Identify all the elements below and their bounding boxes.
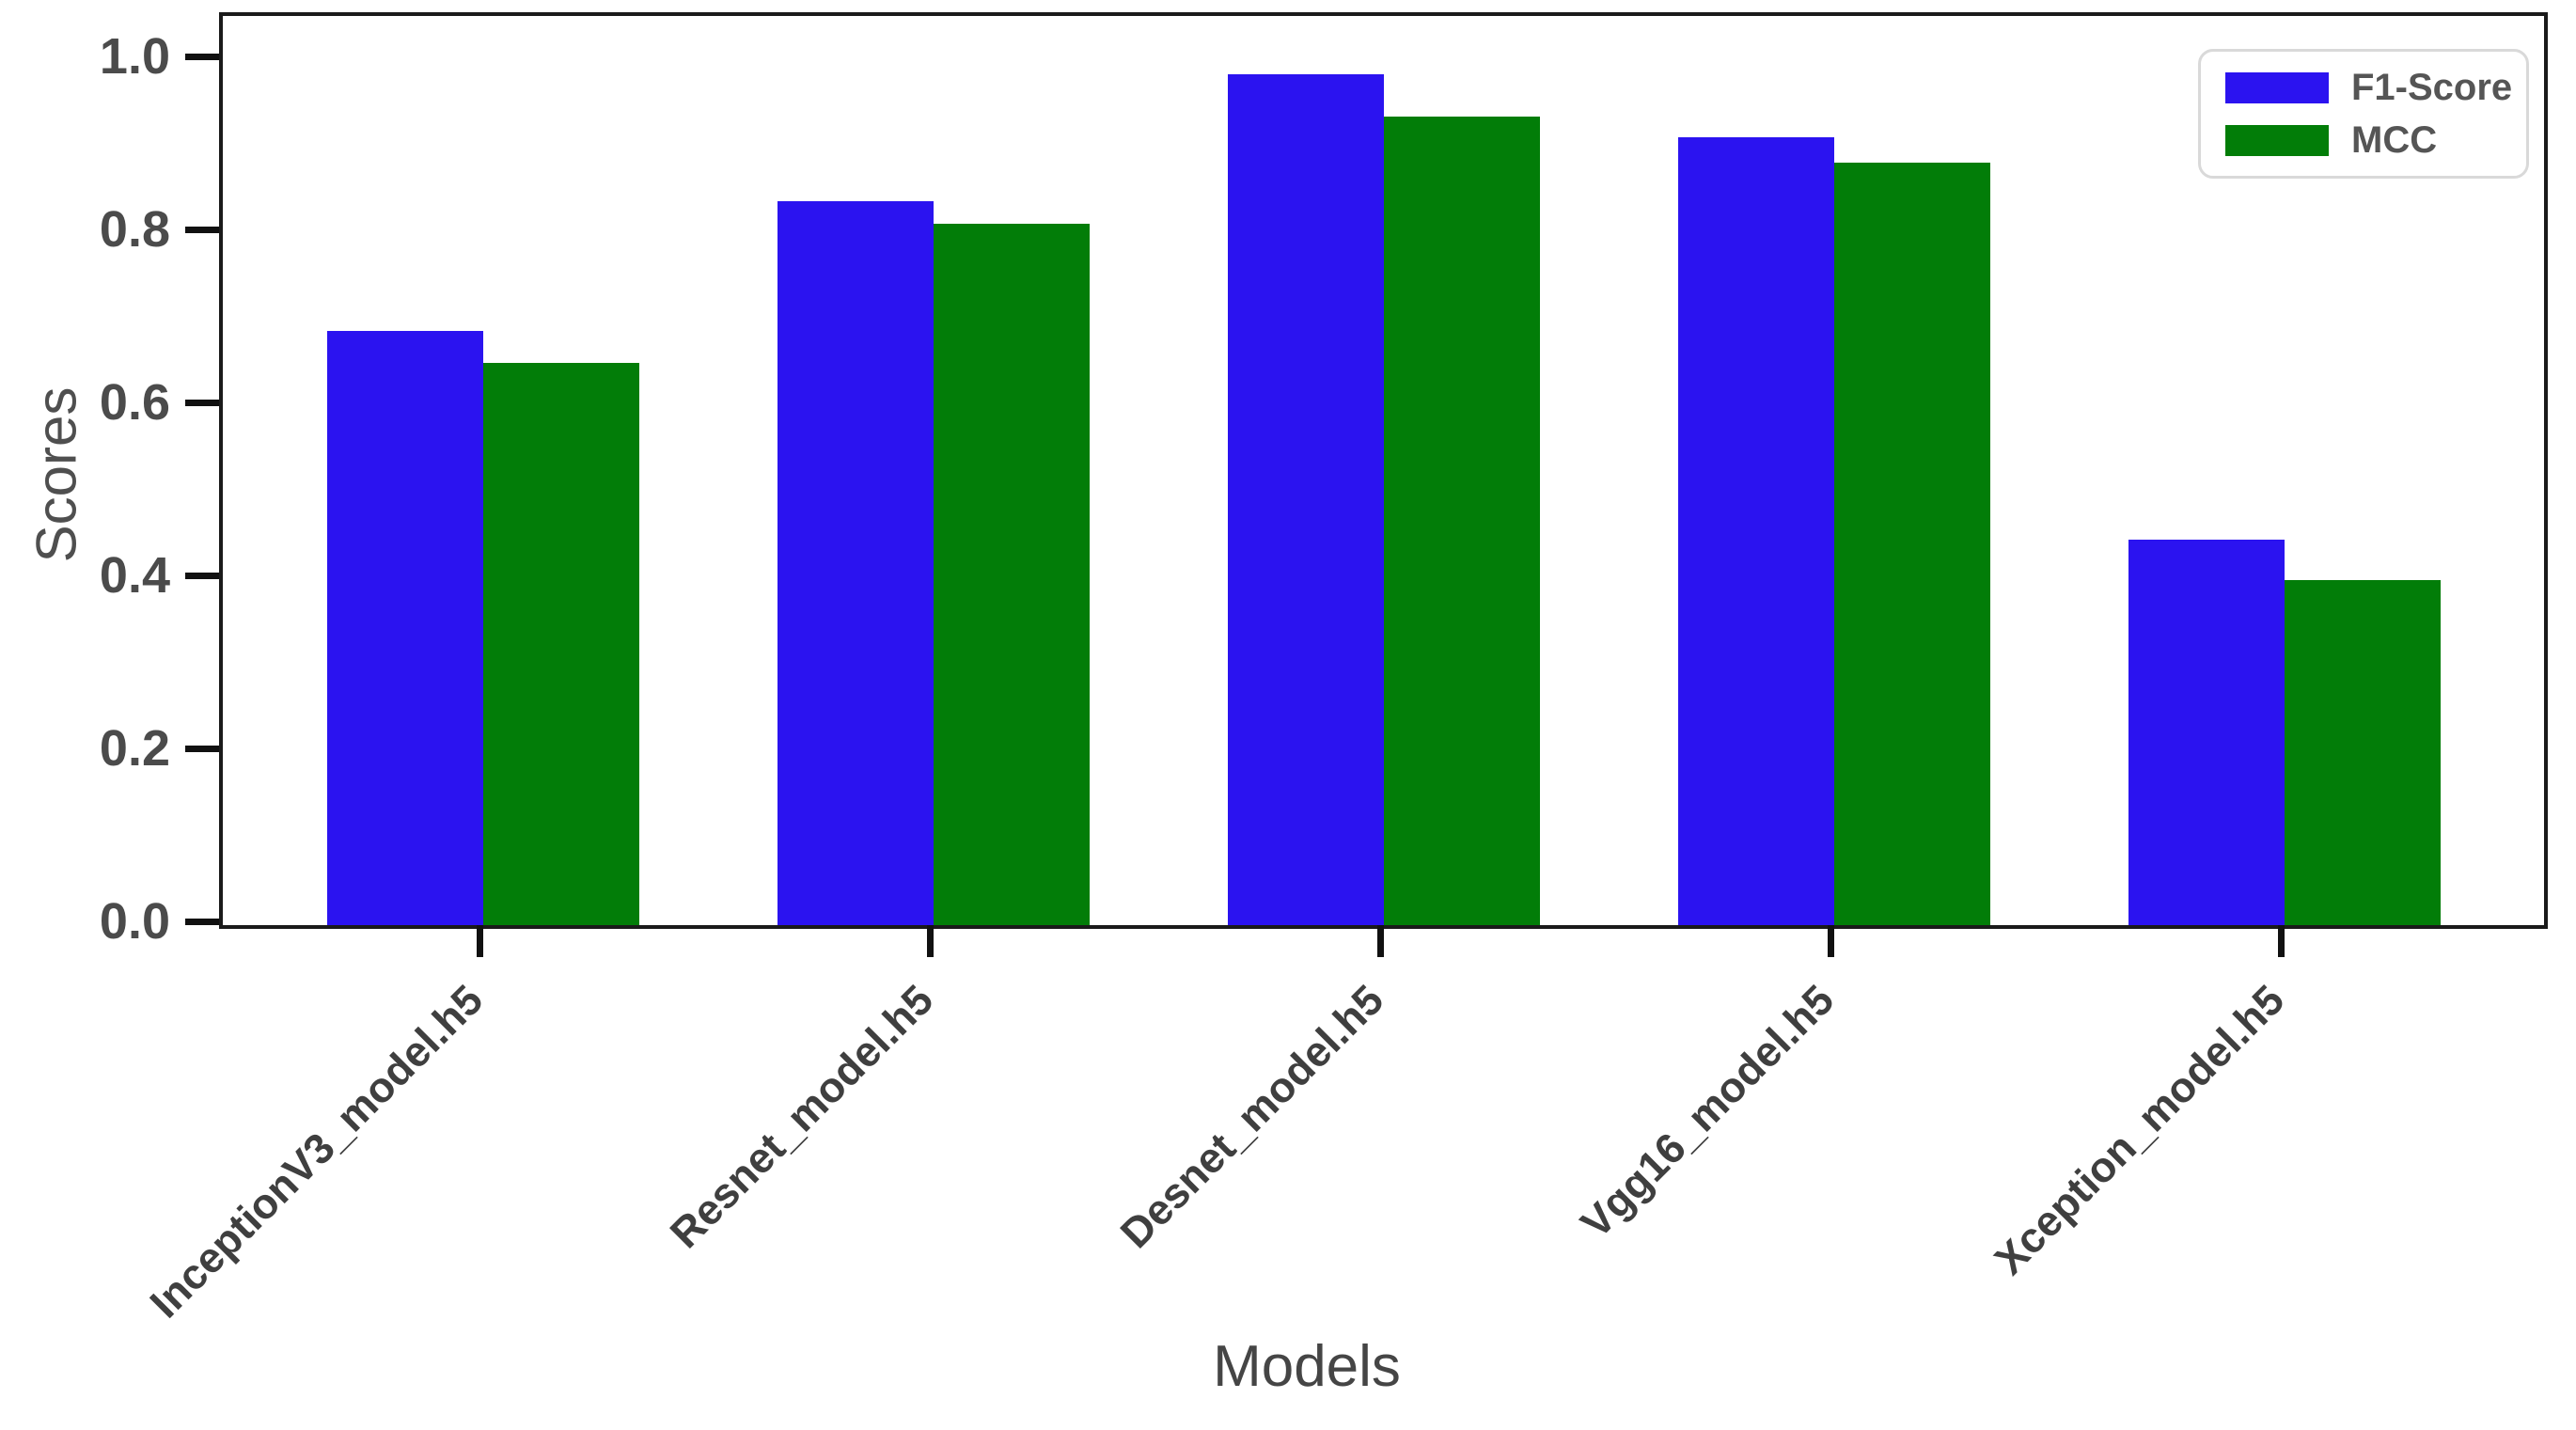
y-tick-mark-0.2: [185, 746, 219, 752]
x-tick-mark-inceptionv3-model-h5: [477, 925, 483, 957]
bar-mcc-desnet-model-h5: [1384, 117, 1540, 925]
legend-label-mcc: MCC: [2351, 118, 2438, 161]
x-tick-mark-xception-model-h5: [2278, 925, 2285, 957]
legend-swatch-f1-score: [2225, 71, 2329, 103]
y-tick-mark-0.0: [185, 919, 219, 925]
legend-item-mcc: MCC: [2225, 119, 2504, 161]
x-tick-label-inceptionv3-model-h5: InceptionV3_model.h5: [140, 975, 493, 1328]
x-tick-mark-vgg16-model-h5: [1828, 925, 1834, 957]
y-tick-mark-1.0: [185, 54, 219, 60]
legend: F1-Score MCC: [2198, 49, 2529, 179]
x-tick-mark-resnet-model-h5: [927, 925, 934, 957]
y-tick-mark-0.4: [185, 573, 219, 579]
y-tick-label-0.6: 0.6: [99, 374, 170, 431]
bar-f1-score-desnet-model-h5: [1228, 74, 1384, 925]
x-tick-label-desnet-model-h5: Desnet_model.h5: [1111, 975, 1393, 1258]
y-axis-title: Scores: [24, 386, 88, 563]
x-tick-label-resnet-model-h5: Resnet_model.h5: [661, 975, 943, 1258]
bar-f1-score-vgg16-model-h5: [1678, 137, 1834, 925]
x-tick-mark-desnet-model-h5: [1377, 925, 1384, 957]
y-tick-label-1.0: 1.0: [99, 28, 170, 85]
bar-mcc-vgg16-model-h5: [1834, 163, 1990, 925]
y-tick-mark-0.8: [185, 227, 219, 233]
y-tick-label-0.2: 0.2: [99, 720, 170, 777]
x-tick-label-xception-model-h5: Xception_model.h5: [1985, 975, 2294, 1284]
bar-f1-score-inceptionv3-model-h5: [327, 331, 483, 925]
y-tick-label-0.8: 0.8: [99, 201, 170, 258]
y-tick-label-0.0: 0.0: [99, 893, 170, 950]
legend-label-f1-score: F1-Score: [2351, 66, 2513, 108]
bar-mcc-inceptionv3-model-h5: [483, 363, 639, 925]
y-tick-label-0.4: 0.4: [99, 547, 170, 604]
bar-f1-score-resnet-model-h5: [778, 201, 934, 925]
x-tick-label-vgg16-model-h5: Vgg16_model.h5: [1571, 975, 1844, 1248]
legend-swatch-mcc: [2225, 124, 2329, 156]
legend-item-f1-score: F1-Score: [2225, 67, 2512, 108]
x-axis-title: Models: [1213, 1334, 1401, 1399]
bar-mcc-xception-model-h5: [2285, 580, 2441, 925]
y-tick-mark-0.6: [185, 400, 219, 406]
bar-mcc-resnet-model-h5: [934, 224, 1090, 925]
bar-f1-score-xception-model-h5: [2128, 540, 2285, 925]
plot-area: [219, 12, 2548, 929]
